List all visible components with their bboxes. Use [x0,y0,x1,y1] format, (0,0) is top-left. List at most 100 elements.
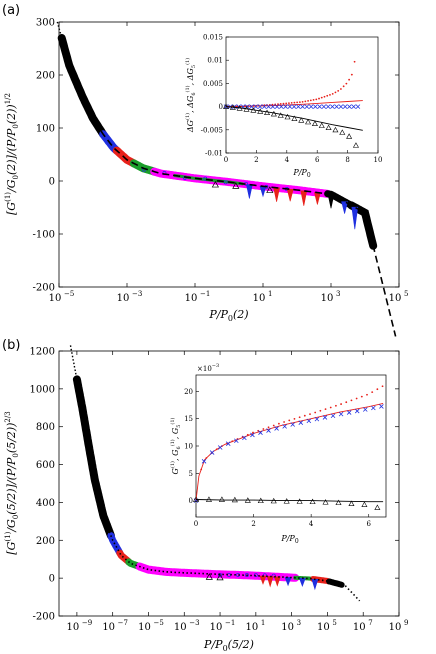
data-triangle [216,573,224,581]
inset-b-ylabel: G(1), G6(1), G5(1) [169,417,182,474]
y-tick-label: 0 [49,177,55,188]
inset-point-black-tri [374,504,381,510]
x-tick-label: 10 [174,622,187,633]
inset-y-tick-label: -0.01 [205,150,223,158]
y-tick-label: 200 [36,536,55,547]
inset-point-blue-x [250,432,255,438]
inset-point-red-dots [298,416,301,419]
x-tick-label: 10 [389,293,402,304]
data-triangle [232,182,240,189]
inset-point-blue-x [313,104,318,109]
inset-y-tick-label: 5 [189,470,193,478]
data-point [244,573,249,577]
x-tick-exponent: 7 [368,619,372,627]
inset-point-red-dots [283,421,285,423]
inset-b-multiplier: ×10−3 [197,363,219,373]
inset-point-blue-x [258,430,263,435]
inset-point-red-dots [345,401,348,404]
inset-point-red-dots [267,426,270,429]
inset-point-blue-x [225,441,231,446]
y-tick-label: 800 [36,422,55,433]
panel-b-inset: 0 2 4 6 20 15 10 5 0 ×10−3 P/P0 G(1), G6(1), G5(… [169,363,387,545]
inset-point-red-dots [262,428,265,430]
inset-black-line [195,499,384,503]
data-deviation [246,184,253,199]
inset-point-red-dots [298,101,301,104]
inset-point-red-dots [345,82,348,85]
inset-point-blue-x [354,408,360,414]
y-tick-label: 1000 [30,384,55,395]
x-tick-exponent: −3 [132,290,142,298]
inset-point-red-dots [293,417,296,420]
panel-a-label: (a) [2,3,20,18]
inset-point-black-tri [298,117,305,123]
inset-point-blue-x [330,413,336,419]
y-tick-label: 1200 [30,347,55,358]
inset-point-red-dots [312,98,315,101]
fit-extension [56,21,63,37]
y-tick-label: 100 [36,124,55,135]
y-tick-label: 400 [36,498,55,509]
data-point [223,180,228,185]
inset-point-black-tri [284,113,291,120]
inset-point-red-dots [272,424,275,427]
x-tick-label: 10 [67,622,80,633]
inset-point-blue-x [253,104,259,109]
x-tick-exponent: 3 [297,619,301,627]
inset-point-red-dots [323,95,326,98]
x-tick-label: 10 [185,293,198,304]
inset-point-black-tri [277,112,284,118]
x-tick-label: 10 [389,622,402,633]
x-tick-exponent: 1 [261,619,265,627]
x-tick-label: 10 [102,622,115,633]
inset-point-blue-x [282,424,287,429]
inset-point-blue-x [371,405,376,411]
x-tick-label: 10 [253,293,266,304]
inset-point-red-dots [304,100,307,103]
data-triangle [266,186,274,193]
data-deviation [286,188,294,202]
panel-b-xticks: 10 −9 10 −7 10 −5 10 −3 10 −1 10 1 10 3 10 5 10 7 10 9 [67,351,408,633]
inset-point-red-dots [279,103,282,105]
inset-x-tick-label: 4 [285,156,290,164]
inset-point-red-dots [331,93,334,95]
panel-a-inset: 0 2 4 6 8 10 0.015 0.01 0.005 0 -0.005 -0.01 P/P0 Δ… [184,34,382,180]
inset-point-blue-x [298,420,304,425]
data-triangle [211,180,219,188]
inset-point-red-dots [307,99,309,102]
inset-point-blue-x [322,415,328,420]
inset-point-red-dots [309,99,312,102]
inset-point-black-tri [309,498,316,505]
inset-x-tick-label: 0 [194,520,198,528]
inset-point-red-dots [355,397,358,400]
inset-point-red-dots [319,409,322,412]
inset-x-tick-label: 6 [366,520,371,528]
x-tick-label: 10 [281,622,294,633]
inset-point-black-tri [318,122,325,128]
x-tick-label: 10 [117,293,130,304]
inset-point-blue-x [270,104,276,109]
y-tick-label: -200 [33,612,55,623]
inset-x-tick-label: 8 [345,156,349,164]
inset-point-black-tri [205,496,212,502]
inset-point-blue-x [362,407,368,412]
inset-point-blue-x [234,438,239,444]
fit-line [61,40,397,337]
data-triangle [205,573,213,580]
x-tick-exponent: −1 [200,290,210,298]
inset-point-red-dots [278,422,280,425]
inset-point-blue-x [334,104,339,109]
inset-point-blue-x [342,104,348,109]
inset-point-red-dots [315,98,318,101]
panel-b-ylabel: [G(1)/G0(5/2)]/(P/P0(5/2))2/3 [4,411,20,554]
inset-y-tick-label: 10 [184,443,193,451]
inset-point-black-tri [335,499,342,506]
inset-point-blue-x [242,435,247,441]
inset-point-red-dots [353,60,356,63]
inset-point-blue-x [274,426,279,431]
x-tick-exponent: −5 [64,290,74,298]
